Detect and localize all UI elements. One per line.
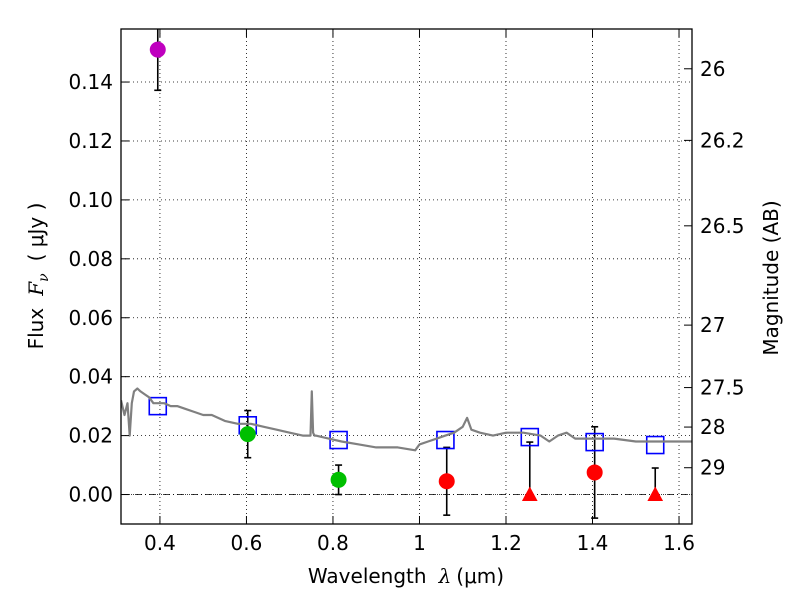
nir-detections-point (438, 473, 455, 490)
x-tick-label: 1.2 (490, 531, 522, 555)
x-tick-label: 1.4 (577, 531, 609, 555)
plot-frame (120, 28, 693, 525)
x-tick-label: 0.4 (144, 531, 176, 555)
magnitude-tick-label: 26.2 (700, 128, 745, 152)
x-axis-title: Wavelength λ (μm) (308, 564, 504, 588)
magnitude-tick-label: 29 (700, 456, 725, 480)
template-sed-line (121, 387, 692, 452)
x-tick-label: 0.8 (317, 531, 349, 555)
magnitude-tick-label: 28 (700, 415, 725, 439)
y-axis-symbol: F (24, 281, 48, 297)
y-axis-subscript: ν (36, 273, 52, 282)
model-photometry-point (585, 432, 604, 452)
y-tick-label: 0.02 (68, 424, 113, 448)
y-tick-label: 0.00 (68, 483, 113, 507)
optical-detections-point (330, 471, 347, 488)
y-tick-label: 0.10 (68, 188, 113, 212)
y-tick-label: 0.08 (68, 247, 113, 271)
u-band-detection-point (149, 41, 166, 58)
y-axis-prefix: Flux (24, 308, 48, 350)
x-axis-prefix: Wavelength (308, 564, 427, 588)
model-photometry-point (148, 396, 168, 416)
model-photometry-point (645, 435, 665, 455)
plot-data (121, 29, 692, 519)
x-axis-unit: (μm) (456, 564, 504, 588)
y-axis-title: Flux Fν ( μJy ) (24, 203, 52, 350)
nir-upper-limits-point (647, 486, 664, 502)
model-photometry-point (520, 427, 540, 447)
x-tick-label: 0.6 (231, 531, 263, 555)
nir-detections-point (586, 464, 603, 481)
optical-detections-point (239, 426, 256, 443)
error-bars (154, 29, 659, 519)
x-axis-symbol: λ (438, 564, 452, 588)
x-tick-label: 1 (413, 531, 426, 555)
y-axis-unit: ( μJy ) (24, 203, 48, 262)
magnitude-tick-label: 26 (700, 57, 725, 81)
axis-ticks (121, 29, 692, 524)
magnitude-tick-label: 27 (700, 313, 725, 337)
magnitude-axis-title: Magnitude (AB) (759, 200, 783, 355)
y-tick-label: 0.04 (68, 365, 113, 389)
magnitude-tick-label: 27.5 (700, 376, 745, 400)
y-tick-label: 0.06 (68, 306, 113, 330)
y-tick-label: 0.12 (68, 129, 113, 153)
nir-upper-limits-point (521, 486, 538, 502)
x-tick-label: 1.6 (663, 531, 695, 555)
model-photometry-point (436, 430, 455, 450)
tick-labels: 0.4 0.6 0.8 1 1.2 1.4 1.6 0.00 0.02 0.04 0.06 0.08 0… (68, 57, 744, 555)
markers (148, 41, 665, 502)
magnitude-tick-label: 26.5 (700, 214, 745, 238)
y-tick-label: 0.14 (68, 70, 113, 94)
